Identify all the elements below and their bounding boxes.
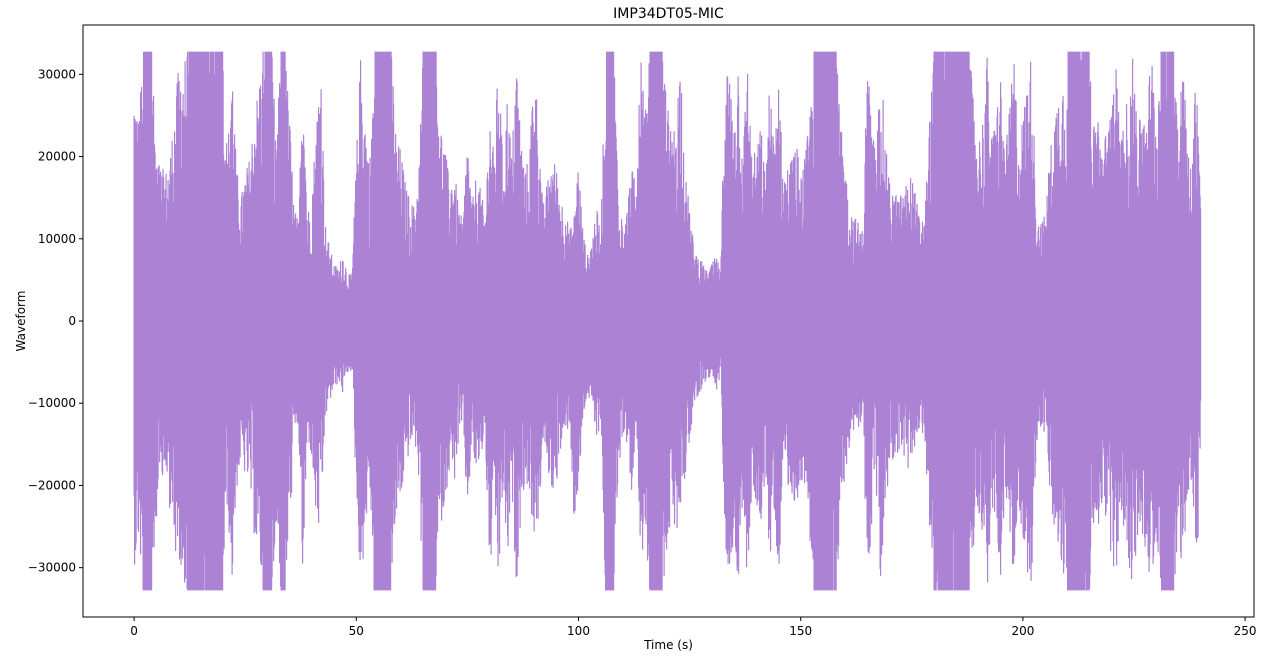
x-tick-label: 50 [349, 624, 364, 638]
y-tick-label: 30000 [38, 67, 76, 81]
x-tick-label: 200 [1011, 624, 1034, 638]
series-layer [133, 51, 1202, 591]
y-tick-label: 10000 [38, 232, 76, 246]
x-axis-ticks: 0 50 100 150 200 250 [130, 617, 1257, 638]
y-axis-label: Waveform [14, 291, 28, 352]
plot-area [82, 24, 1255, 618]
x-tick-label: 250 [1234, 624, 1257, 638]
x-tick-label: 0 [130, 624, 138, 638]
chart-title: IMP34DT05-MIC [613, 6, 724, 22]
x-tick-label: 100 [567, 624, 590, 638]
x-tick-label: 150 [789, 624, 812, 638]
y-tick-label: 0 [68, 314, 76, 328]
x-axis-label: Time (s) [643, 638, 693, 652]
y-axis-ticks: −30000 −20000 −10000 0 10000 20000 30000 [28, 67, 83, 575]
y-tick-label: −10000 [28, 396, 76, 410]
y-tick-label: −30000 [28, 561, 76, 575]
y-tick-label: −20000 [28, 478, 76, 492]
y-tick-label: 20000 [38, 150, 76, 164]
waveform-core-band [134, 240, 1201, 402]
